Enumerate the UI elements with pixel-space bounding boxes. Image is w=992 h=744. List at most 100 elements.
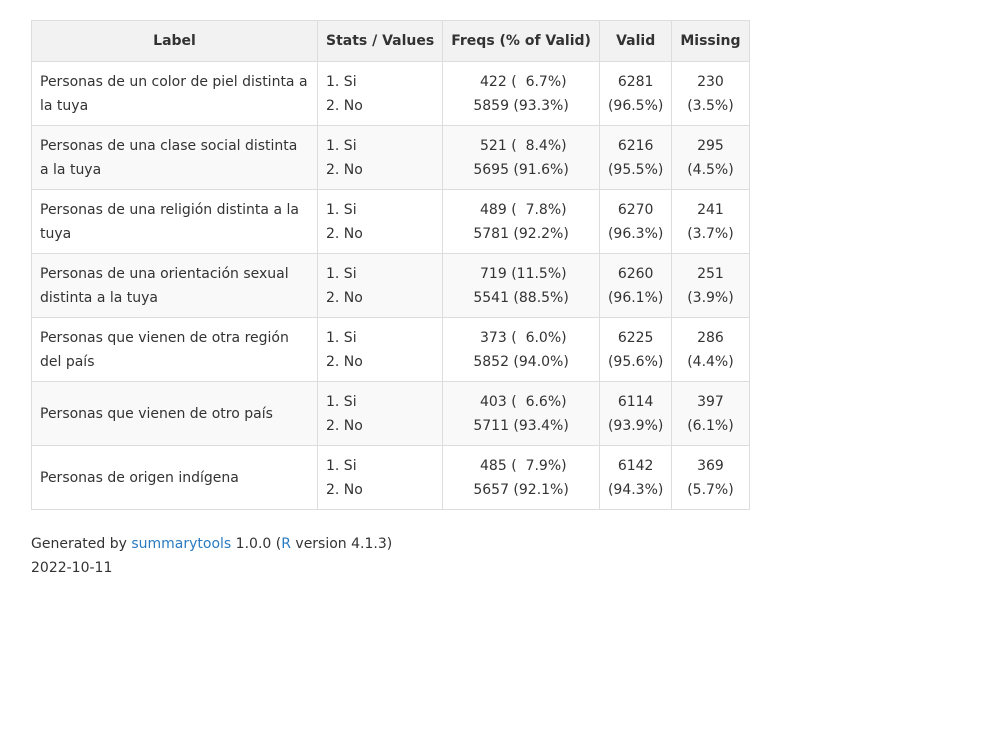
row-freqs: 521 ( 8.4%) 5695 (91.6%)	[442, 125, 600, 190]
header-stats-values: Stats / Values	[316, 20, 444, 62]
stat-value-1: 1. Si	[326, 201, 357, 218]
row-stats: 1. Si 2. No	[316, 381, 444, 446]
row-freqs: 422 ( 6.7%) 5859 (93.3%)	[442, 61, 600, 126]
row-missing: 251 (3.9%)	[671, 253, 750, 318]
table-row: Personas de una religión distinta a la t…	[31, 189, 750, 254]
row-valid: 6142 (94.3%)	[598, 445, 673, 510]
row-valid: 6281 (96.5%)	[598, 61, 673, 126]
freq-value-2: 5711 (93.4%)	[473, 417, 569, 434]
table-row: Personas que vienen de otro país 1. Si 2. …	[31, 381, 750, 446]
valid-count: 6142	[617, 457, 654, 474]
stat-value-2: 2. No	[326, 161, 363, 178]
r-link[interactable]: R	[281, 536, 291, 552]
summary-table: Label Stats / Values Freqs (% of Valid) …	[31, 20, 750, 510]
valid-percent: (96.3%)	[607, 225, 664, 242]
row-stats: 1. Si 2. No	[316, 189, 444, 254]
header-valid: Valid	[598, 20, 673, 62]
summary-table-container: Label Stats / Values Freqs (% of Valid) …	[31, 20, 750, 580]
missing-count: 230	[697, 73, 724, 90]
missing-percent: (4.5%)	[687, 161, 734, 178]
valid-percent: (95.5%)	[607, 161, 664, 178]
row-stats: 1. Si 2. No	[316, 253, 444, 318]
stat-value-2: 2. No	[326, 481, 363, 498]
table-row: Personas de un color de piel distinta a …	[31, 61, 750, 126]
missing-count: 251	[697, 265, 724, 282]
row-stats: 1. Si 2. No	[316, 61, 444, 126]
generated-date: 2022-10-11	[31, 560, 113, 576]
stat-value-1: 1. Si	[326, 137, 357, 154]
missing-percent: (6.1%)	[687, 417, 734, 434]
row-freqs: 719 (11.5%) 5541 (88.5%)	[442, 253, 600, 318]
freq-value-1: 485 ( 7.9%)	[475, 457, 567, 474]
missing-percent: (5.7%)	[687, 481, 734, 498]
valid-count: 6225	[617, 329, 654, 346]
table-body: Personas de un color de piel distinta a …	[31, 61, 750, 510]
missing-percent: (3.7%)	[687, 225, 734, 242]
table-row: Personas que vienen de otra región del p…	[31, 317, 750, 382]
valid-count: 6114	[617, 393, 654, 410]
r-version-text: version 4.1.3)	[290, 536, 393, 552]
table-row: Personas de origen indígena 1. Si 2. No 48…	[31, 445, 750, 510]
freq-value-2: 5852 (94.0%)	[473, 353, 569, 370]
valid-count: 6216	[617, 137, 654, 154]
freq-value-2: 5781 (92.2%)	[473, 225, 569, 242]
row-missing: 241 (3.7%)	[671, 189, 750, 254]
row-missing: 369 (5.7%)	[671, 445, 750, 510]
row-valid: 6270 (96.3%)	[598, 189, 673, 254]
stat-value-2: 2. No	[326, 225, 363, 242]
row-stats: 1. Si 2. No	[316, 445, 444, 510]
header-label: Label	[31, 20, 318, 62]
header-freqs: Freqs (% of Valid)	[442, 20, 600, 62]
row-freqs: 373 ( 6.0%) 5852 (94.0%)	[442, 317, 600, 382]
generated-by-line: Generated by summarytools 1.0.0 (R versi…	[31, 532, 750, 556]
row-label: Personas de una orientación sexual disti…	[31, 253, 318, 318]
table-header-row: Label Stats / Values Freqs (% of Valid) …	[31, 20, 750, 62]
stat-value-1: 1. Si	[326, 393, 357, 410]
freq-value-1: 403 ( 6.6%)	[475, 393, 567, 410]
tool-version-text: 1.0.0 (	[231, 536, 282, 552]
table-row: Personas de una clase social distinta a …	[31, 125, 750, 190]
header-missing: Missing	[671, 20, 750, 62]
freq-value-1: 373 ( 6.0%)	[475, 329, 567, 346]
valid-percent: (95.6%)	[607, 353, 664, 370]
missing-count: 397	[697, 393, 724, 410]
stat-value-1: 1. Si	[326, 265, 357, 282]
missing-percent: (3.9%)	[687, 289, 734, 306]
stat-value-1: 1. Si	[326, 457, 357, 474]
missing-percent: (4.4%)	[687, 353, 734, 370]
freq-value-2: 5541 (88.5%)	[473, 289, 569, 306]
stat-value-2: 2. No	[326, 353, 363, 370]
row-stats: 1. Si 2. No	[316, 125, 444, 190]
stat-value-1: 1. Si	[326, 73, 357, 90]
valid-count: 6270	[617, 201, 654, 218]
missing-count: 241	[697, 201, 724, 218]
stat-value-2: 2. No	[326, 289, 363, 306]
row-missing: 230 (3.5%)	[671, 61, 750, 126]
freq-value-1: 521 ( 8.4%)	[475, 137, 567, 154]
row-label: Personas que vienen de otra región del p…	[31, 317, 318, 382]
summarytools-link[interactable]: summarytools	[131, 536, 232, 552]
freq-value-1: 422 ( 6.7%)	[475, 73, 567, 90]
footer: Generated by summarytools 1.0.0 (R versi…	[31, 532, 750, 580]
freq-value-2: 5859 (93.3%)	[473, 97, 569, 114]
row-missing: 286 (4.4%)	[671, 317, 750, 382]
row-stats: 1. Si 2. No	[316, 317, 444, 382]
row-valid: 6260 (96.1%)	[598, 253, 673, 318]
row-valid: 6114 (93.9%)	[598, 381, 673, 446]
row-label: Personas de una clase social distinta a …	[31, 125, 318, 190]
row-label: Personas de origen indígena	[31, 445, 318, 510]
row-label: Personas que vienen de otro país	[31, 381, 318, 446]
stat-value-1: 1. Si	[326, 329, 357, 346]
missing-count: 369	[697, 457, 724, 474]
missing-count: 295	[697, 137, 724, 154]
missing-count: 286	[697, 329, 724, 346]
missing-percent: (3.5%)	[687, 97, 734, 114]
row-freqs: 403 ( 6.6%) 5711 (93.4%)	[442, 381, 600, 446]
valid-count: 6260	[617, 265, 654, 282]
generated-by-text: Generated by	[31, 536, 132, 552]
row-label: Personas de una religión distinta a la t…	[31, 189, 318, 254]
row-freqs: 485 ( 7.9%) 5657 (92.1%)	[442, 445, 600, 510]
row-valid: 6216 (95.5%)	[598, 125, 673, 190]
freq-value-2: 5695 (91.6%)	[473, 161, 569, 178]
freq-value-1: 489 ( 7.8%)	[475, 201, 567, 218]
